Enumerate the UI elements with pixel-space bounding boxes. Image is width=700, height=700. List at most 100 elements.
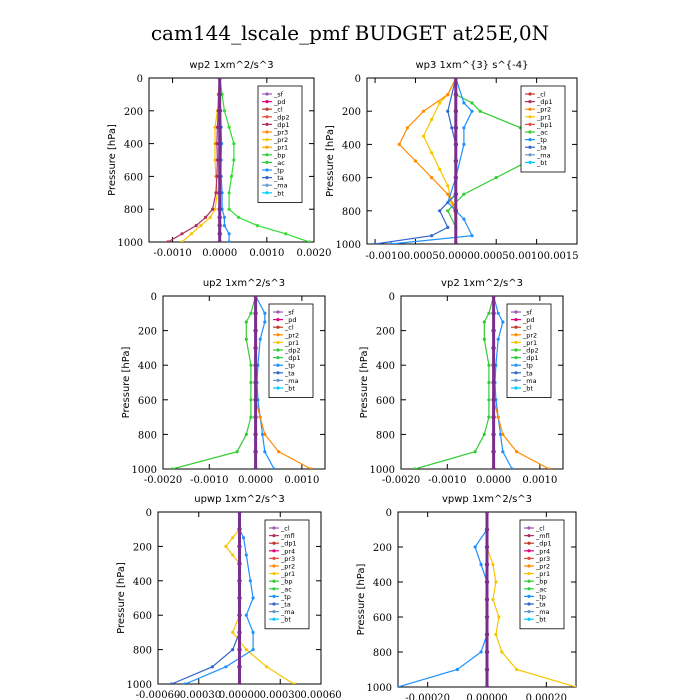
legend-marker xyxy=(272,549,276,553)
data-point_ac xyxy=(255,224,260,228)
data-point_dp1 xyxy=(487,415,491,419)
data-point_dp1 xyxy=(235,450,239,454)
y-tick-label: 200 xyxy=(124,107,143,118)
panel-5: upwp 1xm^2/s^3 Pressure [hPa] 0 200 400 600 80… xyxy=(116,494,342,700)
legend-label: _bt xyxy=(522,385,533,393)
x-tick-label: 0.0020 xyxy=(297,248,332,259)
data-point_bt xyxy=(217,141,222,146)
legend: _sf_pd_cl_dp2_dp1_pr3_pr2_pr1_bp_ac_tp_t… xyxy=(257,85,303,203)
data-point_bt xyxy=(253,363,258,368)
data-point_bt xyxy=(237,613,242,618)
panel-6: vpwp 1xm^2/s^3 Pressure [hPa] 0 200 400 600 80… xyxy=(356,494,577,700)
legend-marker xyxy=(528,130,532,134)
data-point_ac xyxy=(462,192,466,196)
plot-frame xyxy=(148,77,315,243)
data-point_dp1 xyxy=(244,337,248,341)
legend-label: _tp xyxy=(280,593,291,601)
legend-marker xyxy=(514,318,518,322)
data-point_pr2 xyxy=(277,450,281,454)
data-point_tp xyxy=(227,240,231,242)
y-tick-label: 200 xyxy=(342,107,361,118)
data-point_bt xyxy=(237,647,242,652)
y-tick-label: 0 xyxy=(386,508,392,519)
y-tick-label: 0 xyxy=(137,74,143,85)
data-point_bt xyxy=(453,175,459,180)
data-point_tp xyxy=(462,217,466,221)
data-point_pr1 xyxy=(231,536,235,540)
data-point_ac xyxy=(232,158,236,162)
legend-label: _dp1 xyxy=(535,540,552,548)
data-point_bt xyxy=(484,667,490,672)
x-tick-label: -0.00020 xyxy=(405,693,450,700)
data-point_tp xyxy=(496,311,500,315)
data-point_pr1 xyxy=(494,632,498,637)
x-tick-label: 0.00060 xyxy=(300,690,341,700)
legend-marker xyxy=(527,572,531,576)
legend-label: _tp xyxy=(522,362,533,370)
legend-marker xyxy=(528,160,532,164)
legend-marker xyxy=(527,526,531,530)
series-line_tp xyxy=(398,512,488,687)
data-point_bt xyxy=(453,241,459,244)
legend-label: _bt xyxy=(273,189,284,197)
legend-marker xyxy=(528,122,532,126)
data-point_tp xyxy=(258,337,262,341)
data-point_pr2 xyxy=(446,93,450,97)
data-point_bt xyxy=(217,125,222,130)
legend-label: _pr2 xyxy=(536,106,551,114)
y-tick-label: 0 xyxy=(355,74,361,85)
data-point_bt xyxy=(217,174,222,179)
legend-marker xyxy=(276,356,280,360)
panel-title: vp2 1xm^2/s^3 xyxy=(441,278,523,289)
data-point_tp xyxy=(496,337,500,341)
data-point_pr2 xyxy=(413,159,418,163)
data-point_dp1 xyxy=(249,380,253,385)
x-tick-label: 0.0000 xyxy=(238,475,273,486)
x-tick-label: -0.00060 xyxy=(136,690,181,700)
legend-label: _ma xyxy=(273,182,288,190)
legend-marker xyxy=(527,534,531,538)
data-point_bt xyxy=(253,449,258,454)
legend-marker xyxy=(265,168,269,172)
legend-marker xyxy=(276,378,280,382)
data-point_bt xyxy=(217,190,222,195)
legend-label: _dp2 xyxy=(522,347,539,355)
data-point_bt xyxy=(217,108,222,114)
data-point_pr1 xyxy=(438,101,442,105)
data-point_bt xyxy=(491,449,496,454)
series-line_ta xyxy=(171,512,241,684)
data-point_dp1 xyxy=(211,207,215,211)
data-point_bt xyxy=(237,630,242,635)
data-point_pr1 xyxy=(231,630,235,635)
data-point_pr2 xyxy=(547,467,551,469)
y-tick-label: 600 xyxy=(138,396,157,407)
legend-marker xyxy=(276,325,280,329)
data-point_bt xyxy=(253,311,258,316)
series-line_tp xyxy=(391,78,473,244)
legend-label: _ta xyxy=(536,144,547,152)
x-tick-label: 0.0000 xyxy=(202,248,237,259)
data-point_bt xyxy=(484,562,490,567)
y-tick-label: 600 xyxy=(124,172,143,183)
legend-marker xyxy=(276,340,280,344)
legend-box xyxy=(257,85,303,203)
x-tick-labels: -0.00100.00050.00000.00050.00100.0015 xyxy=(365,251,578,262)
data-point_bt xyxy=(491,414,496,420)
x-tick-label: 0.00000 xyxy=(466,693,507,700)
data-point_pr1 xyxy=(224,544,228,549)
y-tick-label: 800 xyxy=(376,430,395,441)
legend-label: _sf xyxy=(273,91,284,99)
data-point_bt xyxy=(217,92,222,97)
data-point_dp1 xyxy=(249,311,253,315)
data-point_tp xyxy=(398,685,400,687)
data-point_bt xyxy=(217,78,222,81)
legend-marker xyxy=(514,371,518,375)
data-point_dp1 xyxy=(487,311,491,315)
legend-marker xyxy=(527,556,531,561)
data-point_tp xyxy=(227,232,231,236)
legend-marker xyxy=(272,602,276,606)
data-point_bt xyxy=(217,215,222,220)
x-tick-label: -0.0020 xyxy=(382,475,420,486)
legend-marker xyxy=(514,333,518,337)
